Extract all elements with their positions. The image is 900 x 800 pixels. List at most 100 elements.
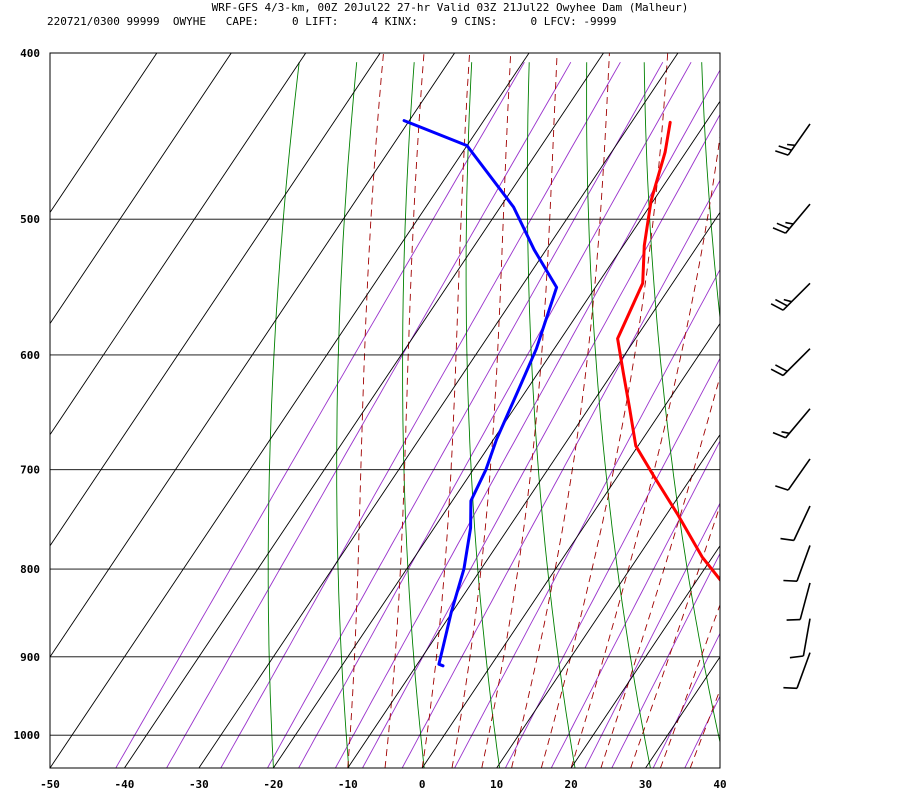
x-tick-label: -20: [263, 778, 283, 791]
wind-barb-staff: [796, 545, 811, 582]
wind-barb-staff: [787, 458, 811, 491]
wind-barb-feather: [786, 618, 801, 621]
y-tick-label: 500: [20, 213, 40, 226]
x-tick-label: 10: [490, 778, 503, 791]
x-tick-label: 40: [713, 778, 726, 791]
x-tick-label: 0: [419, 778, 426, 791]
dry-adiabat-line: [267, 62, 300, 768]
isotherm-line: [198, 53, 679, 768]
moist-adiabat-line: [659, 603, 720, 768]
y-tick-label: 600: [20, 349, 40, 362]
wind-barb-feather: [787, 143, 796, 147]
dry-adiabat-line: [586, 62, 651, 768]
x-tick-label: -10: [338, 778, 358, 791]
plot-frame: [49, 52, 721, 769]
moist-adiabat-line: [540, 53, 669, 768]
stability-indices: 220721/0300 99999 OWYHE CAPE: 0 LIFT: 4 …: [47, 15, 617, 28]
wind-barb-feather: [789, 655, 804, 659]
moist-adiabat-line: [600, 374, 720, 768]
wind-barb-feather: [776, 222, 790, 230]
y-tick-label: 700: [20, 464, 40, 477]
y-tick-label: 800: [20, 563, 40, 576]
wind-barb-staff: [799, 582, 811, 620]
mixing-ratio-line: [401, 179, 720, 768]
wind-barb-staff: [793, 505, 811, 541]
isotherm-line: [50, 53, 232, 325]
moist-adiabat-line: [481, 53, 558, 768]
background-lines: [50, 53, 900, 768]
dry-adiabat-line: [336, 62, 358, 768]
isotherm-line: [124, 53, 604, 768]
dry-adiabat-line: [874, 62, 900, 768]
wind-barbs: [770, 123, 811, 690]
wind-barb-staff: [782, 348, 811, 377]
mixing-ratio-line: [166, 61, 572, 768]
isotherm-line: [347, 211, 720, 768]
chart-title: WRF-GFS 4/3-km, 00Z 20Jul22 27-hr Valid …: [211, 1, 689, 14]
wind-barb-feather: [785, 221, 794, 225]
mixing-ratio-line: [220, 61, 621, 768]
wind-barb-feather: [780, 537, 795, 542]
wind-barb-feather: [775, 364, 788, 373]
mixing-ratio-line: [362, 113, 720, 768]
mixing-ratio-line: [504, 357, 720, 768]
isotherm-line: [272, 100, 720, 768]
mixing-ratio-line: [335, 69, 720, 768]
temperature-profile: [616, 120, 720, 582]
moist-adiabat-line: [570, 133, 720, 768]
wind-barb-feather: [783, 298, 792, 303]
y-tick-label: 900: [20, 651, 40, 664]
x-tick-labels: -50 -40 -30 -20 -10 0 10 20 30 40: [40, 778, 727, 791]
isotherm-line: [50, 53, 530, 768]
x-tick-label: -40: [115, 778, 135, 791]
wind-barb-feather: [772, 227, 786, 234]
dewpoint-profile: [402, 119, 559, 668]
moist-adiabat-line: [451, 53, 512, 768]
y-tick-label: 1000: [14, 729, 41, 742]
wind-barb-staff: [787, 123, 811, 156]
mixing-ratio-line: [652, 632, 720, 768]
wind-barb-feather: [772, 431, 786, 439]
x-tick-label: 30: [639, 778, 652, 791]
dry-adiabat-line: [701, 62, 720, 322]
isotherm-line: [570, 544, 720, 768]
isotherm-line: [421, 322, 720, 768]
mixing-ratio-line: [454, 268, 720, 768]
moist-adiabat-line: [421, 53, 471, 768]
wind-barb-staff: [784, 203, 811, 234]
moist-adiabat-line: [384, 53, 425, 768]
wind-barb-feather: [775, 150, 789, 156]
wind-barb-feather: [775, 298, 788, 307]
y-tick-labels: 400 500 600 700 800 900 1000: [14, 47, 41, 742]
dry-adiabat-line: [817, 62, 900, 768]
isotherm-line: [50, 53, 307, 436]
isotherm-line: [50, 53, 455, 658]
x-tick-label: 20: [564, 778, 577, 791]
moist-adiabat-line: [689, 688, 720, 768]
mixing-ratio-line: [611, 552, 720, 768]
wind-barb-staff: [784, 408, 811, 439]
mixing-ratio-line: [584, 502, 720, 768]
y-tick-label: 400: [20, 47, 40, 60]
wind-barb-feather: [770, 303, 784, 311]
isotherm-line: [496, 433, 720, 768]
wind-barb-feather: [770, 368, 784, 377]
wind-barb-feather: [783, 686, 798, 690]
isotherm-line: [50, 53, 158, 214]
x-tick-label: -50: [40, 778, 60, 791]
moist-adiabat-line: [511, 53, 610, 768]
dry-adiabat-line: [759, 62, 876, 768]
mixing-ratio-line: [115, 61, 525, 768]
dry-adiabat-line: [402, 62, 425, 768]
mixing-ratio-line: [550, 440, 720, 768]
wind-barb-feather: [775, 485, 789, 491]
mixing-ratio-line: [267, 61, 664, 768]
x-tick-label: -30: [189, 778, 209, 791]
moist-adiabat-line: [630, 504, 720, 768]
wind-barb-feather: [778, 145, 792, 151]
isotherm-line: [645, 656, 720, 768]
moist-adiabat-line: [347, 53, 384, 768]
wind-barb-feather: [783, 579, 798, 582]
dry-adiabat-line: [643, 62, 720, 745]
